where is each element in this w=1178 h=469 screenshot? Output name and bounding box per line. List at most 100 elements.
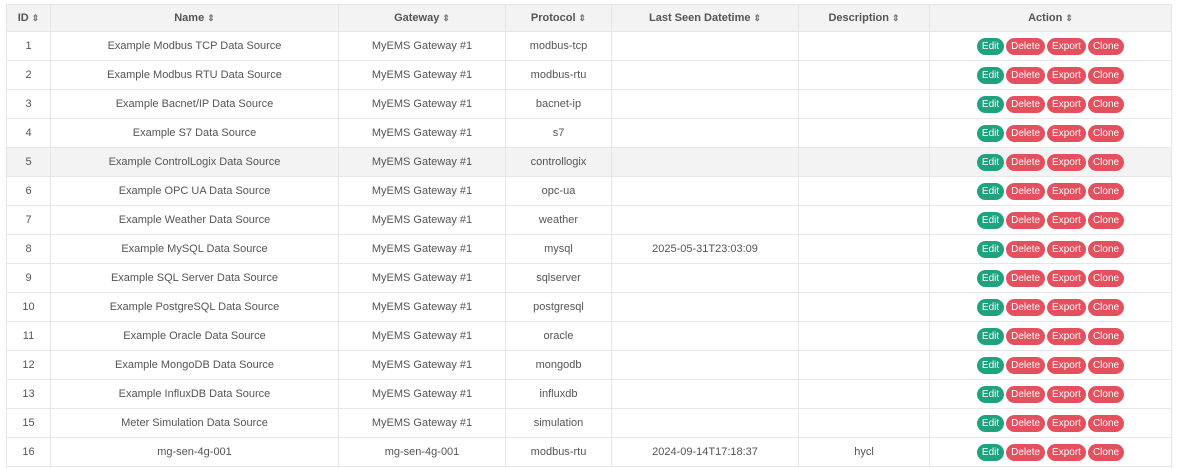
cell-id: 16 [6,437,51,467]
export-button[interactable]: Export [1047,66,1086,84]
sort-icon[interactable]: ⇕ [1065,13,1073,23]
edit-button[interactable]: Edit [976,66,1005,84]
table-row: 6 Example OPC UA Data Source MyEMS Gateway… [6,176,1172,206]
export-button[interactable]: Export [1047,182,1086,200]
edit-button[interactable]: Edit [976,356,1005,374]
cell-last-seen [611,408,799,438]
column-header-protocol[interactable]: Protocol ⇕ [505,4,612,32]
delete-button[interactable]: Delete [1006,37,1046,55]
clone-button[interactable]: Clone [1087,153,1125,171]
export-button[interactable]: Export [1047,298,1086,316]
export-button[interactable]: Export [1047,211,1086,229]
cell-name: Example Weather Data Source [50,205,339,235]
cell-last-seen [611,60,799,90]
clone-button[interactable]: Clone [1087,443,1125,461]
sort-icon[interactable]: ⇕ [578,13,587,23]
table-row: 3 Example Bacnet/IP Data Source MyEMS Gate… [6,89,1172,119]
column-header-action[interactable]: Action ⇕ [929,4,1172,32]
cell-action: Edit Delete Export Clone [929,379,1172,409]
cell-id: 4 [6,118,51,148]
export-button[interactable]: Export [1047,95,1086,113]
edit-button[interactable]: Edit [976,443,1005,461]
delete-button[interactable]: Delete [1006,327,1046,345]
edit-button[interactable]: Edit [976,124,1005,142]
edit-button[interactable]: Edit [976,385,1005,403]
clone-button[interactable]: Clone [1087,298,1125,316]
column-header-description[interactable]: Description ⇕ [798,4,930,32]
delete-button[interactable]: Delete [1006,240,1046,258]
column-header-name[interactable]: Name ⇕ [50,4,339,32]
column-header-id[interactable]: ID ⇕ [6,4,51,32]
export-button[interactable]: Export [1047,153,1086,171]
export-button[interactable]: Export [1047,356,1086,374]
cell-description [798,205,930,235]
clone-button[interactable]: Clone [1087,124,1125,142]
delete-button[interactable]: Delete [1006,182,1046,200]
clone-button[interactable]: Clone [1087,240,1125,258]
cell-last-seen [611,147,799,177]
edit-button[interactable]: Edit [976,153,1005,171]
cell-id: 10 [6,292,51,322]
delete-button[interactable]: Delete [1006,443,1046,461]
cell-last-seen: 2024-09-14T17:18:37 [611,437,799,467]
delete-button[interactable]: Delete [1006,153,1046,171]
edit-button[interactable]: Edit [976,269,1005,287]
cell-id: 6 [6,176,51,206]
edit-button[interactable]: Edit [976,37,1005,55]
export-button[interactable]: Export [1047,269,1086,287]
delete-button[interactable]: Delete [1006,385,1046,403]
export-button[interactable]: Export [1047,37,1086,55]
export-button[interactable]: Export [1047,327,1086,345]
delete-button[interactable]: Delete [1006,124,1046,142]
sort-icon[interactable]: ⇕ [207,13,215,23]
cell-action: Edit Delete Export Clone [929,31,1172,61]
export-button[interactable]: Export [1047,385,1086,403]
export-button[interactable]: Export [1047,414,1086,432]
edit-button[interactable]: Edit [976,182,1005,200]
delete-button[interactable]: Delete [1006,269,1046,287]
delete-button[interactable]: Delete [1006,298,1046,316]
table-row: 15 Meter Simulation Data Source MyEMS Gate… [6,408,1172,438]
clone-button[interactable]: Clone [1087,95,1125,113]
cell-gateway: MyEMS Gateway #1 [338,89,506,119]
export-button[interactable]: Export [1047,240,1086,258]
clone-button[interactable]: Clone [1087,211,1125,229]
clone-button[interactable]: Clone [1087,269,1125,287]
clone-button[interactable]: Clone [1087,356,1125,374]
column-header-label: Description [828,12,889,24]
table-row: 5 Example ControlLogix Data Source MyEMS G… [6,147,1172,177]
clone-button[interactable]: Clone [1087,327,1125,345]
edit-button[interactable]: Edit [976,327,1005,345]
cell-gateway: MyEMS Gateway #1 [338,321,506,351]
edit-button[interactable]: Edit [976,95,1005,113]
delete-button[interactable]: Delete [1006,211,1046,229]
sort-icon[interactable]: ⇕ [891,13,900,23]
delete-button[interactable]: Delete [1006,356,1046,374]
clone-button[interactable]: Clone [1087,414,1125,432]
table-row: 2 Example Modbus RTU Data Source MyEMS Gat… [6,60,1172,90]
export-button[interactable]: Export [1047,443,1086,461]
delete-button[interactable]: Delete [1006,414,1046,432]
edit-button[interactable]: Edit [976,211,1005,229]
delete-button[interactable]: Delete [1006,95,1046,113]
column-header-label: Protocol [530,12,576,24]
export-button[interactable]: Export [1047,124,1086,142]
table-row: 7 Example Weather Data Source MyEMS Gatewa… [6,205,1172,235]
sort-icon[interactable]: ⇕ [31,13,40,23]
cell-name: Example MongoDB Data Source [50,350,339,380]
clone-button[interactable]: Clone [1087,66,1125,84]
clone-button[interactable]: Clone [1087,385,1125,403]
cell-name: Example Modbus RTU Data Source [50,60,339,90]
clone-button[interactable]: Clone [1087,182,1125,200]
edit-button[interactable]: Edit [976,298,1005,316]
sort-icon[interactable]: ⇕ [753,13,762,23]
edit-button[interactable]: Edit [976,414,1005,432]
delete-button[interactable]: Delete [1006,66,1046,84]
clone-button[interactable]: Clone [1087,37,1125,55]
cell-name: Meter Simulation Data Source [50,408,339,438]
column-header-last-seen-datetime[interactable]: Last Seen Datetime ⇕ [611,4,799,32]
sort-icon[interactable]: ⇕ [442,13,450,23]
column-header-gateway[interactable]: Gateway ⇕ [338,4,506,32]
cell-description [798,379,930,409]
edit-button[interactable]: Edit [976,240,1005,258]
